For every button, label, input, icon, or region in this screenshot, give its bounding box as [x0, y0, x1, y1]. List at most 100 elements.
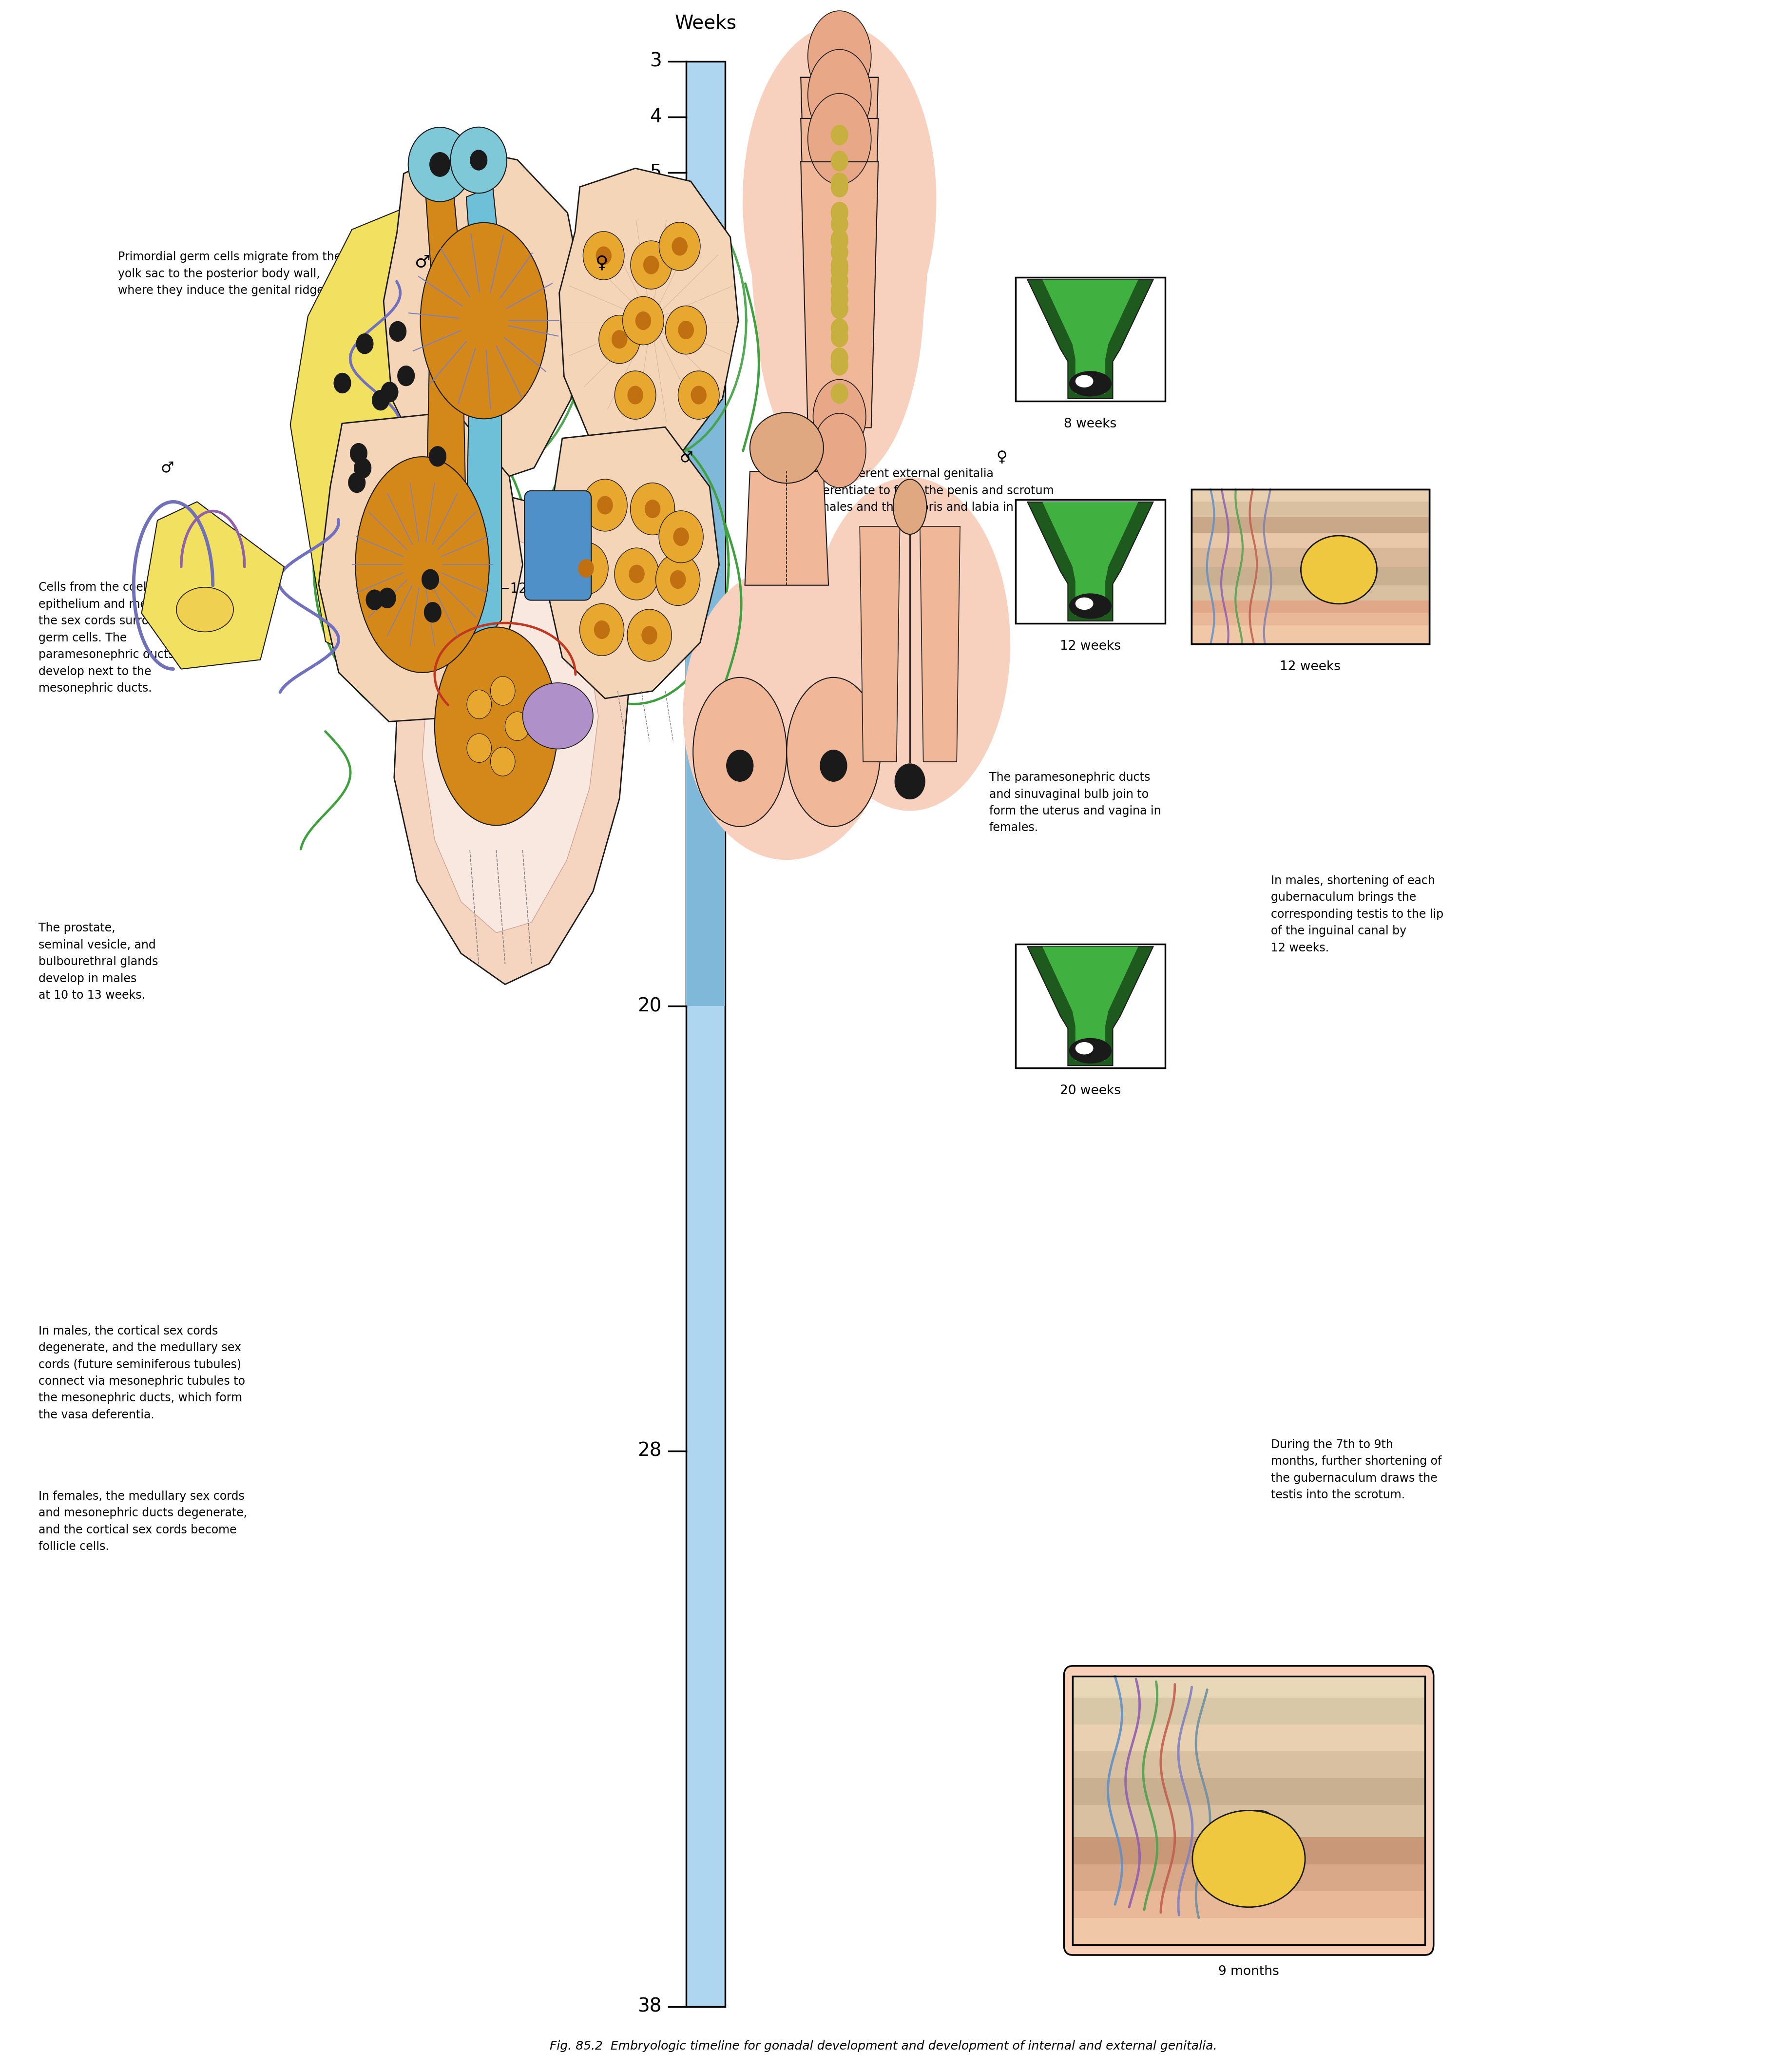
Circle shape: [371, 390, 389, 410]
Text: 20: 20: [638, 997, 661, 1015]
Bar: [1073, 1676, 1424, 1697]
Ellipse shape: [1069, 371, 1111, 396]
Ellipse shape: [1242, 1811, 1278, 1842]
Circle shape: [451, 126, 507, 193]
Bar: [686, 62, 724, 2006]
Circle shape: [671, 236, 687, 255]
Ellipse shape: [808, 10, 871, 102]
Circle shape: [830, 269, 848, 290]
Circle shape: [679, 321, 694, 340]
Ellipse shape: [808, 50, 871, 141]
Circle shape: [830, 201, 848, 222]
Polygon shape: [426, 197, 466, 642]
Circle shape: [670, 570, 686, 588]
Circle shape: [389, 321, 406, 342]
Ellipse shape: [742, 25, 937, 375]
Text: 12: 12: [638, 553, 661, 570]
Ellipse shape: [1076, 597, 1094, 609]
Circle shape: [830, 327, 848, 348]
Text: During the 7th to 9th
months, further shortening of
the gubernaculum draws the
t: During the 7th to 9th months, further sh…: [1270, 1438, 1442, 1500]
Ellipse shape: [355, 456, 489, 673]
Text: ♀: ♀: [997, 450, 1007, 464]
Bar: [1073, 1865, 1424, 1892]
Circle shape: [830, 230, 848, 249]
Circle shape: [622, 296, 664, 344]
Circle shape: [424, 603, 442, 622]
Circle shape: [378, 588, 396, 609]
Text: 8 weeks: 8 weeks: [1064, 419, 1117, 431]
Text: Weeks: Weeks: [675, 15, 737, 33]
Polygon shape: [1027, 501, 1154, 622]
Bar: [1073, 1778, 1424, 1805]
Text: ♂: ♂: [161, 460, 173, 474]
Text: 38: 38: [638, 1997, 661, 2016]
Circle shape: [578, 559, 594, 578]
Bar: [1191, 566, 1430, 584]
Ellipse shape: [1306, 545, 1334, 570]
Polygon shape: [921, 526, 959, 762]
Bar: [1191, 518, 1430, 533]
Circle shape: [334, 373, 352, 394]
Circle shape: [422, 570, 440, 591]
Circle shape: [659, 512, 703, 564]
Circle shape: [830, 319, 848, 340]
Polygon shape: [861, 526, 899, 762]
Circle shape: [679, 371, 719, 419]
Circle shape: [894, 765, 924, 800]
Bar: [1073, 1724, 1424, 1751]
Polygon shape: [560, 168, 739, 466]
Bar: [1191, 501, 1430, 518]
Ellipse shape: [1193, 1811, 1306, 1906]
Polygon shape: [1043, 947, 1138, 1061]
Text: 4: 4: [650, 108, 661, 126]
Circle shape: [830, 172, 848, 193]
Circle shape: [583, 479, 627, 530]
Circle shape: [348, 472, 366, 493]
Bar: [1073, 1805, 1424, 1838]
Polygon shape: [800, 118, 878, 394]
Circle shape: [580, 603, 624, 655]
FancyBboxPatch shape: [1064, 1666, 1433, 1956]
Bar: [1073, 1892, 1424, 1919]
Circle shape: [353, 458, 371, 479]
Text: Cells from the coelomic
epithelium and mesonephros form
the sex cords surroundin: Cells from the coelomic epithelium and m…: [39, 582, 237, 694]
Polygon shape: [800, 77, 878, 323]
Bar: [1016, 278, 1164, 402]
Circle shape: [673, 528, 689, 547]
Circle shape: [583, 232, 624, 280]
Circle shape: [830, 298, 848, 319]
Polygon shape: [141, 501, 284, 669]
Text: ♀: ♀: [595, 255, 608, 271]
Bar: [1073, 1697, 1424, 1724]
Ellipse shape: [786, 678, 880, 827]
Bar: [1191, 533, 1430, 549]
Bar: [1191, 549, 1430, 566]
Circle shape: [830, 290, 848, 311]
Circle shape: [631, 483, 675, 535]
Circle shape: [830, 354, 848, 375]
Circle shape: [631, 240, 671, 290]
Ellipse shape: [177, 586, 233, 632]
Circle shape: [830, 259, 848, 280]
Circle shape: [830, 255, 848, 276]
Text: 7: 7: [650, 274, 661, 292]
Ellipse shape: [808, 93, 871, 184]
Ellipse shape: [523, 684, 594, 748]
Bar: [1191, 489, 1430, 644]
Circle shape: [355, 334, 373, 354]
Bar: [1016, 499, 1164, 624]
Circle shape: [643, 255, 659, 274]
Circle shape: [830, 124, 848, 145]
Circle shape: [466, 690, 491, 719]
Text: 6: 6: [650, 220, 661, 236]
Circle shape: [830, 383, 848, 404]
Circle shape: [491, 675, 516, 704]
Bar: [1073, 1919, 1424, 1946]
Ellipse shape: [751, 60, 928, 452]
Bar: [1191, 489, 1430, 644]
Circle shape: [691, 385, 707, 404]
Circle shape: [380, 381, 398, 402]
Text: The paramesonephric ducts
and sinuvaginal bulb join to
form the uterus and vagin: The paramesonephric ducts and sinuvagina…: [990, 771, 1161, 833]
Text: The indifferent external genitalia
differentiate to form the penis and scrotum
i: The indifferent external genitalia diffe…: [804, 468, 1067, 514]
Ellipse shape: [421, 222, 548, 419]
